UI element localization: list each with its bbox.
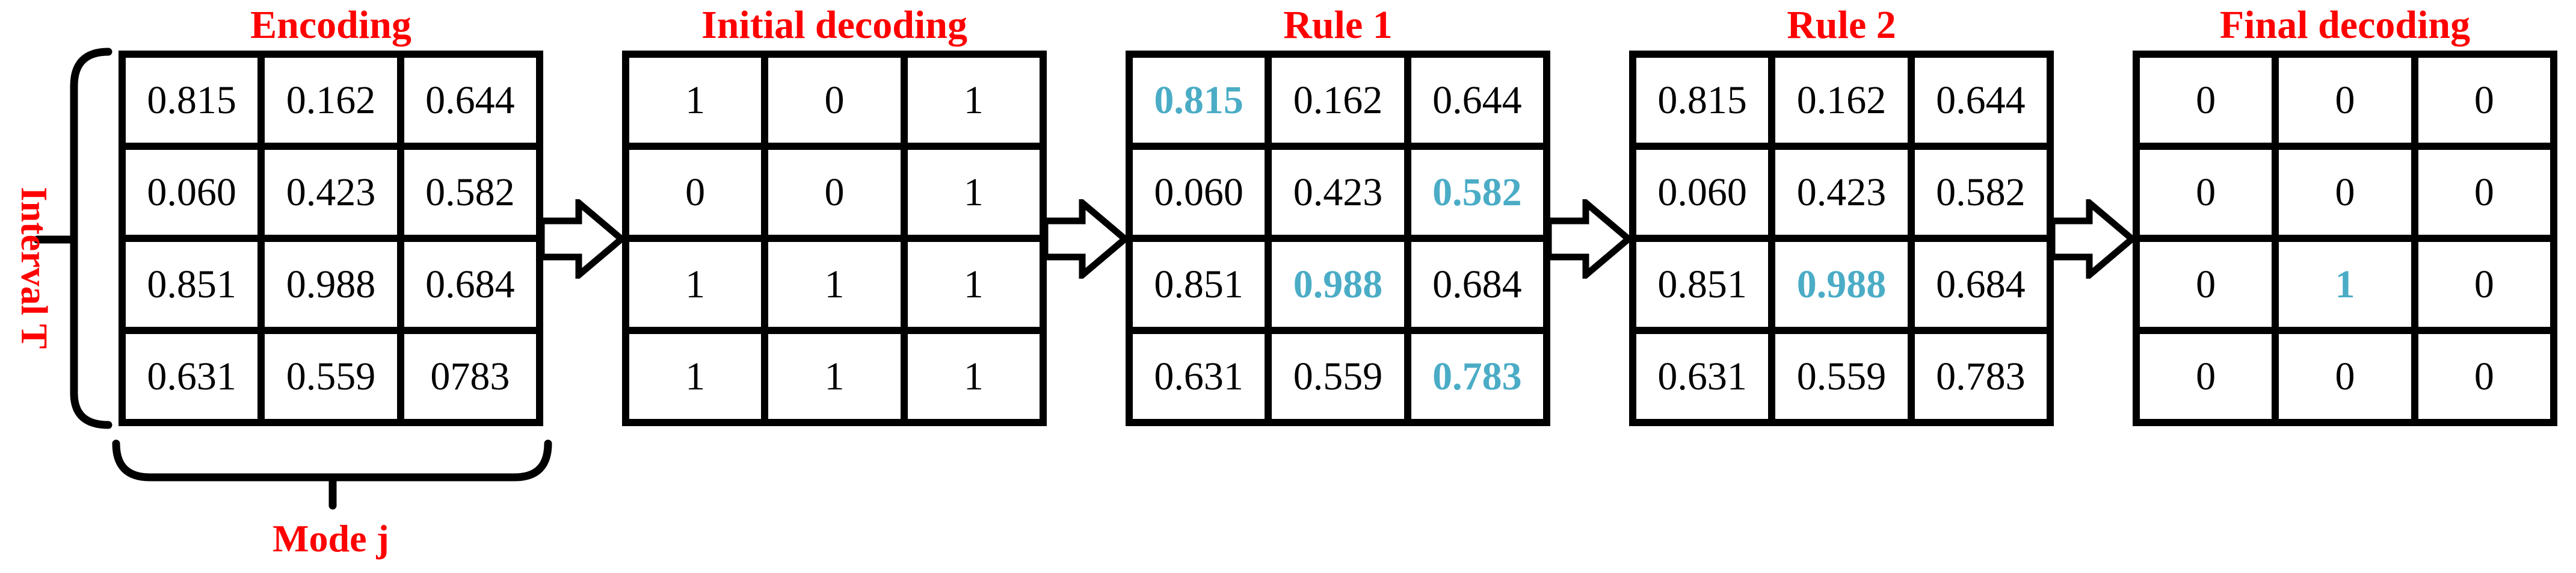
matrix-cell: 0.423 [1272,150,1404,235]
matrix-cell: 0 [2140,334,2272,419]
mode-axis-label: Mode j [273,517,389,560]
matrix-cell: 0 [2279,150,2411,235]
matrix-cell: 0 [768,150,901,235]
matrix-grid: 0.815 0.162 0.644 0.060 0.423 0.582 0.851 0.988… [1126,51,1550,426]
matrix-cell: 1 [907,58,1040,143]
matrix-cell: 0.644 [404,58,536,143]
matrix-cell: 1 [907,242,1040,327]
matrix-encoding: Encoding 0.815 0.162 0.644 0.060 0.423 0.582 0… [119,3,543,426]
flow-arrow-icon [1043,199,1129,279]
matrix-cell-highlighted: 0.988 [1272,242,1404,327]
matrix-cell: 0.162 [1272,58,1404,143]
matrix-cell: 0 [2279,58,2411,143]
matrix-cell: 0 [2418,150,2550,235]
matrix-cell: 1 [629,242,762,327]
matrix-cell-highlighted: 0.582 [1411,150,1543,235]
matrix-cell: 0 [2418,58,2550,143]
matrix-title: Initial decoding [701,3,967,47]
matrix-cell: 0.815 [126,58,258,143]
matrix-grid: 0.815 0.162 0.644 0.060 0.423 0.582 0.851 0.988… [1629,51,2054,426]
flow-arrow-icon [2050,199,2136,279]
matrix-cell: 0 [2140,58,2272,143]
matrix-cell: 1 [768,242,901,327]
interval-axis-label: Interval T [13,187,54,349]
matrix-cell: 1 [629,58,762,143]
matrix-cell: 0 [2418,334,2550,419]
matrix-cell: 0 [2418,242,2550,327]
matrix-cell: 0.582 [404,150,536,235]
matrix-cell: 0 [768,58,901,143]
matrix-cell: 0.988 [265,242,397,327]
matrix-cell: 0.060 [126,150,258,235]
matrix-cell: 0.631 [126,334,258,419]
matrix-cell: 0.631 [1636,334,1769,419]
matrix-cell: 0.644 [1914,58,2047,143]
matrix-cell: 0 [629,150,762,235]
matrix-cell: 0.423 [265,150,397,235]
matrix-title: Final decoding [2219,3,2471,47]
matrix-cell: 0.815 [1636,58,1769,143]
matrix-cell-highlighted: 0.988 [1775,242,1908,327]
matrix-cell: 0.783 [1914,334,2047,419]
matrix-cell: 0.162 [1775,58,1908,143]
matrix-cell: 1 [907,334,1040,419]
matrix-cell: 0.582 [1914,150,2047,235]
matrix-cell: 0 [2279,334,2411,419]
matrix-cell-highlighted: 1 [2279,242,2411,327]
matrix-title: Encoding [250,3,411,47]
matrix-cell: 0.060 [1133,150,1265,235]
mode-brace-icon [112,439,552,510]
matrix-title: Rule 1 [1283,3,1393,47]
matrix-cell: 1 [629,334,762,419]
matrix-cell: 0.684 [1411,242,1543,327]
interval-brace-icon [33,48,112,429]
matrix-cell: 0.684 [404,242,536,327]
matrix-cell: 1 [907,150,1040,235]
matrix-cell: 0.851 [126,242,258,327]
matrix-cell: 0.684 [1914,242,2047,327]
matrix-cell: 0.423 [1775,150,1908,235]
matrix-title: Rule 2 [1787,3,1896,47]
matrix-cell: 0.644 [1411,58,1543,143]
matrix-cell: 0.559 [265,334,397,419]
matrix-cell: 0.631 [1133,334,1265,419]
matrix-rule-2: Rule 2 0.815 0.162 0.644 0.060 0.423 0.582 0.8… [1629,3,2054,426]
matrix-cell: 0.851 [1133,242,1265,327]
matrix-cell: 0.060 [1636,150,1769,235]
matrix-rule-1: Rule 1 0.815 0.162 0.644 0.060 0.423 0.582 0.8… [1126,3,1550,426]
matrix-cell: 0.559 [1775,334,1908,419]
matrix-cell-highlighted: 0.783 [1411,334,1543,419]
matrix-cell: 0783 [404,334,536,419]
flow-arrow-icon [1547,199,1633,279]
matrix-cell: 1 [768,334,901,419]
matrix-cell: 0.851 [1636,242,1769,327]
matrix-cell: 0.559 [1272,334,1404,419]
matrix-cell: 0 [2140,242,2272,327]
flow-arrow-icon [540,199,626,279]
matrix-cell-highlighted: 0.815 [1133,58,1265,143]
matrix-grid: 0.815 0.162 0.644 0.060 0.423 0.582 0.851 0.988… [119,51,543,426]
matrix-cell: 0 [2140,150,2272,235]
matrix-cell: 0.162 [265,58,397,143]
